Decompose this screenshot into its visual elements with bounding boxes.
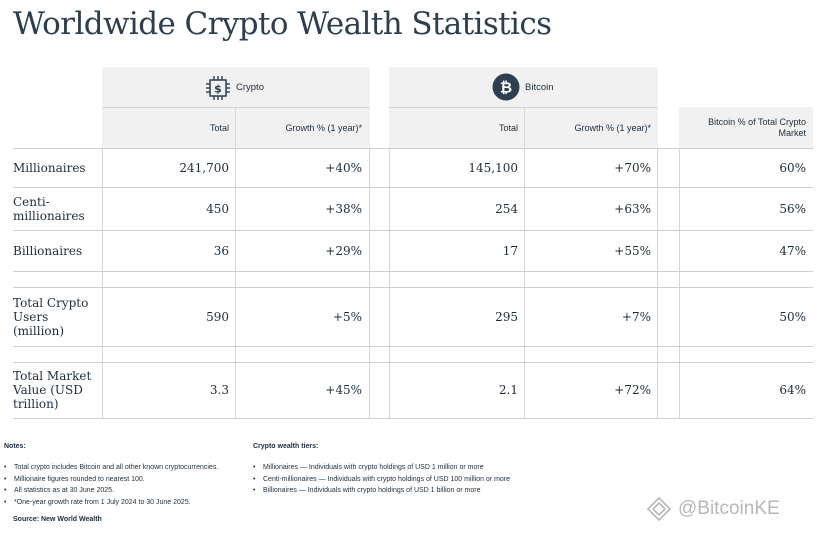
bitcoin-group-label: Bitcoin (525, 81, 554, 93)
watermark: @BitcoinKE (646, 496, 780, 522)
row-label-centi-millionaires: Centi-millionaires (13, 194, 85, 223)
bitcoin-group-header: ₿ Bitcoin (492, 73, 554, 101)
bitcoin-icon: ₿ (492, 73, 520, 101)
notes-section: Notes: Total crypto includes Bitcoin and… (4, 443, 254, 523)
column-divider (679, 148, 680, 418)
column-divider (235, 107, 236, 148)
cell-btc-growth: +70% (614, 160, 651, 175)
column-divider (524, 148, 525, 418)
chip-dollar-icon: $ (205, 75, 231, 101)
row-divider (13, 287, 813, 288)
tiers-section: Crypto wealth tiers: Millionaires — Indi… (253, 443, 583, 497)
cell-crypto-total: 450 (206, 201, 229, 216)
list-item: All statistics as at 30 June 2025. (4, 485, 254, 497)
cell-btc-share: 56% (779, 201, 806, 216)
page-title: Worldwide Crypto Wealth Statistics (13, 6, 552, 42)
list-item: Millionaires — Individuals with crypto h… (253, 462, 583, 474)
column-divider (389, 148, 390, 418)
row-divider (13, 230, 813, 231)
col-btc-share-header: Bitcoin % of Total Crypto Market (708, 116, 806, 138)
cell-btc-total: 2.1 (498, 383, 518, 397)
tiers-list: Millionaires — Individuals with crypto h… (253, 462, 583, 497)
row-divider (13, 346, 813, 347)
cell-btc-share: 60% (779, 160, 806, 175)
list-item: Millionaire figures rounded to nearest 1… (4, 474, 254, 486)
row-divider (13, 148, 813, 149)
cell-crypto-growth: +38% (325, 201, 362, 216)
cell-btc-total: 254 (495, 201, 518, 216)
source-line: Source: New World Wealth (13, 516, 102, 523)
crypto-group-header: $ Crypto (205, 74, 264, 101)
group-divider (102, 107, 370, 108)
row-label-total-crypto-users: Total Crypto Users (million) (13, 295, 89, 338)
notes-list: Total crypto includes Bitcoin and all ot… (4, 462, 254, 508)
col-crypto-total-header: Total (209, 122, 229, 133)
column-divider (524, 107, 525, 148)
cell-btc-total: 145,100 (468, 160, 518, 175)
cell-btc-growth: +63% (614, 201, 651, 216)
cell-crypto-growth: +29% (325, 243, 362, 258)
cell-crypto-growth: +40% (325, 160, 362, 175)
cell-crypto-total: 590 (206, 309, 229, 324)
row-label-total-market-value: Total Market Value (USD trillion) (13, 369, 92, 411)
notes-heading: Notes: (4, 443, 26, 450)
cell-btc-growth: +72% (614, 383, 651, 397)
crypto-group-label: Crypto (236, 82, 264, 93)
tiers-heading: Crypto wealth tiers: (253, 443, 319, 450)
cell-btc-total: 17 (502, 243, 518, 258)
list-item: Billionaires — Individuals with crypto h… (253, 485, 583, 497)
cell-btc-share: 47% (779, 243, 806, 258)
column-divider (102, 148, 103, 418)
col-btc-growth-header: Growth % (1 year)* (574, 122, 651, 133)
cell-crypto-growth: +45% (325, 383, 362, 397)
row-divider (13, 187, 813, 188)
row-divider (13, 362, 813, 363)
cell-crypto-total: 3.3 (209, 383, 229, 397)
cell-crypto-growth: +5% (332, 309, 362, 324)
row-label-millionaires: Millionaires (13, 160, 86, 175)
cell-btc-share: 50% (779, 309, 806, 324)
list-item: Total crypto includes Bitcoin and all ot… (4, 462, 254, 474)
cell-crypto-total: 241,700 (179, 160, 229, 175)
row-divider (13, 418, 813, 419)
cell-btc-share: 64% (779, 383, 806, 397)
column-divider (235, 148, 236, 418)
col-btc-total-header: Total (498, 122, 518, 133)
column-divider (657, 148, 658, 418)
cell-btc-total: 295 (495, 309, 518, 324)
share-header-panel (679, 107, 813, 148)
column-divider (369, 148, 370, 418)
cell-btc-growth: +7% (621, 309, 651, 324)
cell-btc-growth: +55% (614, 243, 651, 258)
cell-crypto-total: 36 (213, 243, 229, 258)
diamond-logo-icon (646, 496, 672, 522)
svg-text:$: $ (214, 82, 222, 95)
svg-text:₿: ₿ (500, 79, 512, 97)
group-divider (389, 107, 658, 108)
row-label-billionaires: Billionaires (13, 243, 83, 258)
col-crypto-growth-header: Growth % (1 year)* (285, 122, 362, 133)
list-item: Centi-millionaires — Individuals with cr… (253, 474, 583, 486)
watermark-text: @BitcoinKE (678, 498, 780, 519)
list-item: *One-year growth rate from 1 July 2024 t… (4, 497, 254, 509)
row-divider (13, 271, 813, 272)
